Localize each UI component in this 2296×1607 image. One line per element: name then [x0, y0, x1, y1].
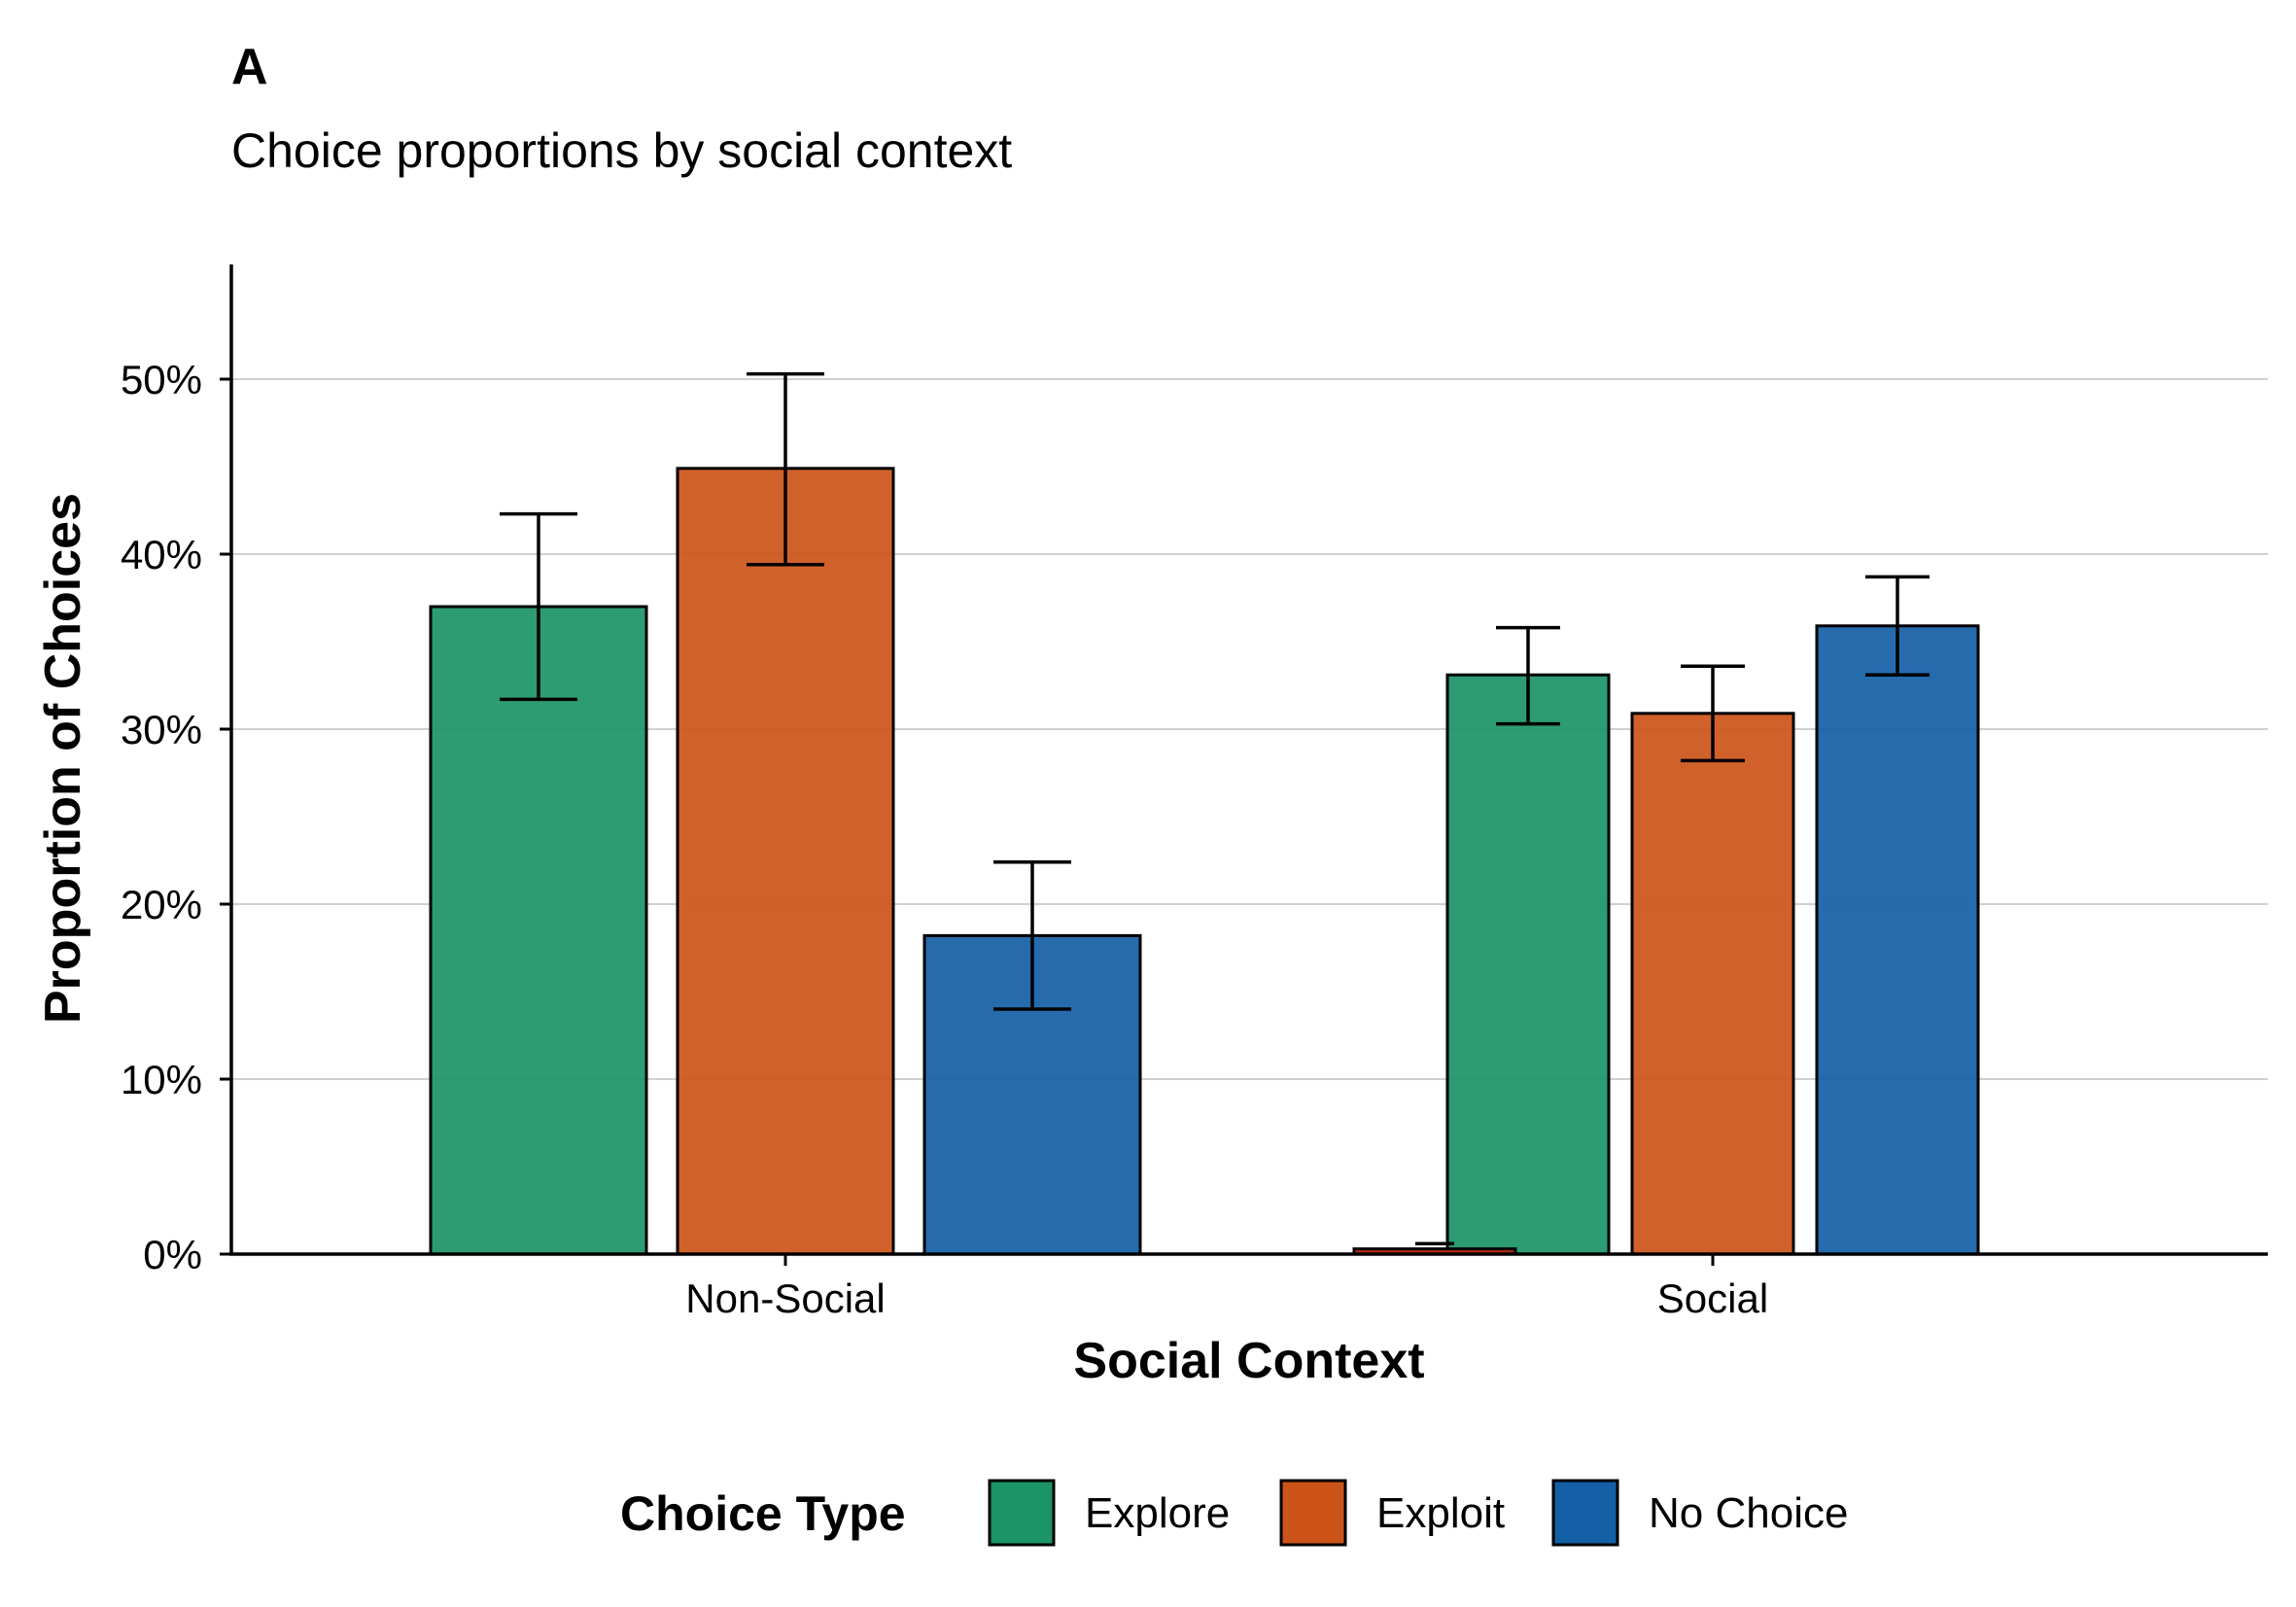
legend-label: Explore — [1085, 1489, 1230, 1537]
y-ticks: 0% 10% 20% 30% 40% 50% — [121, 357, 231, 1277]
axes — [229, 264, 2268, 1256]
legend-key-exploit — [1279, 1479, 1347, 1547]
chart-title: Choice proportions by social context — [231, 123, 1012, 178]
bar-exploit — [676, 467, 895, 1256]
x-tick-label: Social — [1657, 1275, 1768, 1321]
bar-no-choice — [1815, 624, 1980, 1256]
error-bars — [500, 371, 1930, 1245]
legend: Choice Type Explore Exploit No Choice — [620, 1479, 1848, 1547]
bar-exploit — [1630, 712, 1795, 1256]
bars — [429, 467, 1980, 1256]
bar-explore — [429, 605, 648, 1256]
panel-tag: A — [231, 39, 268, 95]
y-tick-label: 0% — [143, 1232, 202, 1277]
legend-key-explore — [988, 1479, 1056, 1547]
legend-title: Choice Type — [620, 1486, 906, 1541]
x-ticks: Non-Social Social — [685, 1254, 1768, 1321]
y-axis-title: Proportion of Choices — [35, 493, 91, 1024]
y-tick-label: 30% — [121, 707, 202, 752]
legend-key-no-choice — [1551, 1479, 1619, 1547]
y-tick-label: 20% — [121, 882, 202, 927]
bar-explore — [1445, 673, 1611, 1256]
x-tick-label: Non-Social — [685, 1275, 885, 1321]
y-tick-label: 10% — [121, 1057, 202, 1102]
y-tick-label: 50% — [121, 357, 202, 402]
legend-label: Exploit — [1376, 1489, 1505, 1537]
x-axis-title: Social Context — [1073, 1333, 1424, 1389]
y-tick-label: 40% — [121, 532, 202, 577]
legend-label: No Choice — [1649, 1489, 1848, 1537]
